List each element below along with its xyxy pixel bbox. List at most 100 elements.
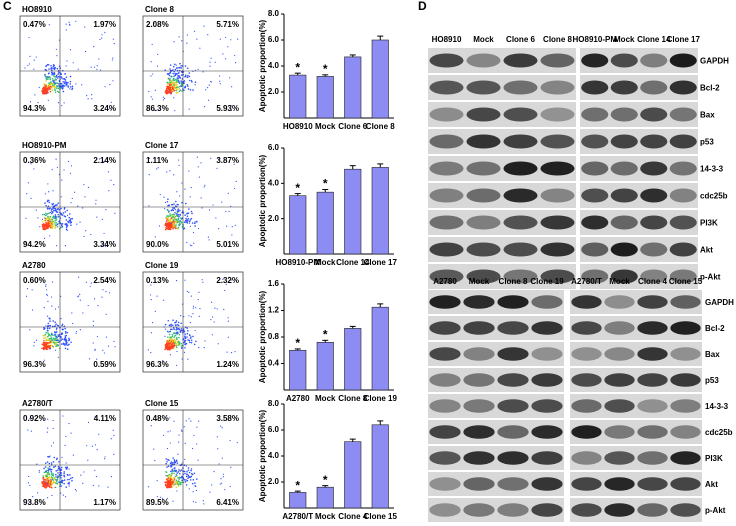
event — [174, 477, 176, 479]
event — [65, 219, 68, 221]
event — [169, 64, 172, 66]
event — [112, 240, 115, 243]
event — [177, 344, 179, 346]
event — [98, 433, 100, 435]
event — [193, 434, 195, 437]
event — [164, 343, 167, 346]
event — [168, 218, 170, 221]
event — [105, 336, 108, 338]
band — [466, 215, 501, 230]
event — [43, 484, 46, 487]
band — [463, 399, 495, 413]
band — [571, 425, 602, 439]
event — [173, 174, 175, 176]
event — [72, 322, 74, 325]
event — [57, 465, 60, 468]
y-tick-label: 4.0 — [268, 178, 280, 187]
event — [195, 340, 197, 343]
event — [179, 331, 182, 334]
event — [235, 180, 237, 182]
event — [180, 345, 183, 347]
event — [55, 345, 57, 348]
band — [429, 503, 461, 517]
event — [44, 217, 46, 220]
event — [60, 466, 63, 469]
y-tick-label: 2.0 — [268, 87, 280, 96]
event — [53, 83, 55, 85]
event — [49, 226, 52, 229]
band — [429, 134, 464, 149]
event — [94, 349, 96, 351]
event — [171, 486, 174, 488]
event — [192, 501, 195, 503]
event — [171, 203, 174, 206]
event — [227, 336, 229, 338]
event — [167, 339, 170, 342]
event — [48, 347, 51, 349]
quadrant-percent: 5.93% — [216, 104, 239, 113]
event — [25, 415, 27, 417]
event — [80, 474, 82, 476]
event — [44, 481, 46, 483]
event — [164, 323, 167, 326]
event — [180, 65, 182, 67]
band — [640, 80, 668, 95]
event — [150, 332, 153, 334]
quadrant-percent: 2.32% — [216, 276, 239, 285]
event — [183, 227, 186, 229]
event — [177, 218, 180, 221]
event — [156, 168, 158, 170]
event — [148, 205, 150, 207]
event — [46, 76, 49, 78]
event — [48, 212, 50, 215]
band — [540, 107, 575, 122]
event — [148, 157, 151, 159]
event — [186, 332, 189, 335]
event — [104, 31, 106, 34]
event — [56, 338, 59, 341]
event — [51, 494, 53, 497]
event — [55, 222, 58, 224]
event — [52, 65, 55, 68]
band — [503, 188, 538, 203]
event — [87, 459, 89, 461]
event — [172, 483, 175, 485]
event — [63, 102, 65, 104]
event — [60, 485, 62, 487]
event — [71, 88, 73, 91]
event — [68, 343, 70, 346]
event — [47, 219, 49, 222]
band — [466, 242, 501, 257]
event — [177, 214, 180, 216]
event — [219, 38, 221, 40]
event — [202, 500, 204, 502]
event — [45, 325, 47, 327]
event — [77, 68, 79, 70]
event — [190, 217, 193, 220]
event — [45, 473, 48, 476]
x-tick-label: Mock — [315, 394, 336, 403]
event — [99, 69, 102, 71]
event — [177, 483, 180, 486]
band — [670, 347, 701, 361]
band — [463, 373, 495, 387]
event — [50, 480, 53, 482]
event — [173, 97, 175, 99]
event — [63, 208, 66, 210]
event — [48, 327, 51, 330]
event — [173, 207, 176, 210]
event — [192, 307, 194, 309]
event — [154, 89, 156, 91]
quadrant-percent: 3.34% — [93, 240, 116, 249]
event — [70, 432, 72, 434]
event — [173, 86, 176, 88]
event — [70, 341, 72, 344]
event — [166, 81, 169, 84]
event — [181, 479, 183, 482]
event — [171, 345, 173, 348]
event — [45, 222, 48, 225]
event — [170, 479, 173, 482]
event — [169, 90, 172, 92]
event — [193, 30, 196, 32]
protein-label: GAPDH — [700, 57, 729, 66]
